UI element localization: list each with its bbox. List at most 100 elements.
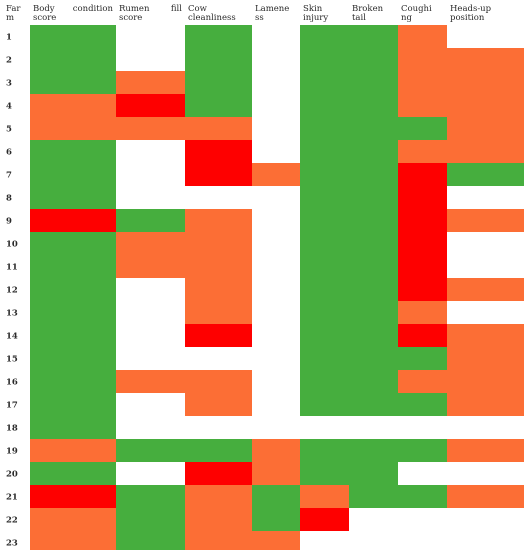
heatmap-cell-farm-5-segment-4 <box>300 117 398 140</box>
heatmap-cell-farm-17-segment-4 <box>398 393 447 416</box>
heatmap-cell-farm-8-segment-1 <box>30 186 116 209</box>
heatmap-cell-farm-6-segment-1 <box>30 140 116 163</box>
row-label-farm-23: 23 <box>6 539 18 549</box>
heatmap-cell-farm-5-segment-3 <box>185 117 252 140</box>
heatmap-cell-farm-4-segment-5 <box>398 94 524 117</box>
heatmap-cell-farm-4-segment-1 <box>30 94 116 117</box>
heatmap-cell-farm-1-segment-2 <box>185 25 252 48</box>
heatmap-cell-farm-8-segment-2 <box>300 186 398 209</box>
heatmap-cell-farm-21-segment-5 <box>300 485 349 508</box>
heatmap-cell-farm-14-segment-5 <box>447 324 524 347</box>
row-label-farm-13: 13 <box>6 309 18 319</box>
heatmap-cell-farm-21-segment-7 <box>447 485 524 508</box>
heatmap-cell-farm-6-segment-3 <box>300 140 398 163</box>
heatmap-cell-farm-1-segment-1 <box>30 25 116 48</box>
heatmap-cell-farm-5-segment-1 <box>30 117 116 140</box>
heatmap-cell-farm-23-segment-2 <box>116 531 185 550</box>
heatmap-cell-farm-9-segment-1 <box>30 209 116 232</box>
heatmap-cell-farm-15-segment-4 <box>447 347 524 370</box>
heatmap-cell-farm-20-segment-2 <box>185 462 252 485</box>
heatmap-cell-farm-14-segment-3 <box>300 324 398 347</box>
heatmap-cell-farm-16-segment-1 <box>30 370 116 393</box>
heatmap-cell-farm-7-segment-2 <box>185 163 252 186</box>
heatmap-cell-farm-2-segment-2 <box>185 48 252 71</box>
row-label-farm-5: 5 <box>6 125 12 135</box>
heatmap-cell-farm-22-segment-2 <box>116 508 185 531</box>
row-label-farm-20: 20 <box>6 470 18 480</box>
heatmap-cell-farm-11-segment-2 <box>116 255 185 278</box>
heatmap-cell-farm-5-segment-6 <box>447 117 524 140</box>
heatmap-cell-farm-4-segment-2 <box>116 94 185 117</box>
heatmap-cell-farm-2-segment-3 <box>300 48 398 71</box>
row-label-farm-6: 6 <box>6 148 12 158</box>
heatmap-cell-farm-13-segment-4 <box>398 301 447 324</box>
row-label-farm-15: 15 <box>6 355 18 365</box>
column-header-word: score <box>33 13 56 23</box>
row-label-farm-14: 14 <box>6 332 18 342</box>
heatmap-cell-farm-19-segment-1 <box>30 439 116 462</box>
heatmap-cell-farm-10-segment-4 <box>300 232 398 255</box>
heatmap-cell-farm-16-segment-5 <box>398 370 524 393</box>
heatmap-cell-farm-7-segment-6 <box>447 163 524 186</box>
heatmap-cell-farm-23-segment-3 <box>185 531 300 550</box>
column-header-word: score <box>119 13 142 23</box>
heatmap-cell-farm-9-segment-3 <box>185 209 252 232</box>
heatmap-cell-farm-7-segment-4 <box>300 163 398 186</box>
column-header-word: Lamene <box>255 4 289 14</box>
heatmap-cell-farm-20-segment-3 <box>252 462 300 485</box>
row-label-farm-22: 22 <box>6 516 18 526</box>
heatmap-cell-farm-10-segment-5 <box>398 232 447 255</box>
heatmap-cell-farm-19-segment-3 <box>185 439 252 462</box>
column-header-rumen-fill-score: Rumen fill score <box>119 4 182 23</box>
heatmap-cell-farm-11-segment-5 <box>398 255 447 278</box>
heatmap-cell-farm-19-segment-2 <box>116 439 185 462</box>
column-header-word: ng <box>401 13 412 23</box>
row-label-farm-3: 3 <box>6 79 12 89</box>
heatmap-cell-farm-14-segment-1 <box>30 324 116 347</box>
heatmap-cell-farm-4-segment-3 <box>185 94 252 117</box>
row-label-farm-16: 16 <box>6 378 18 388</box>
heatmap-cell-farm-5-segment-5 <box>398 117 447 140</box>
heatmap-cell-farm-9-segment-6 <box>447 209 524 232</box>
heatmap-cell-farm-3-segment-4 <box>300 71 398 94</box>
heatmap-cell-farm-17-segment-5 <box>447 393 524 416</box>
row-label-farm-19: 19 <box>6 447 18 457</box>
heatmap-cell-farm-7-segment-3 <box>252 163 300 186</box>
heatmap-cell-farm-11-segment-4 <box>300 255 398 278</box>
heatmap-cell-farm-5-segment-2 <box>116 117 185 140</box>
row-label-farm-12: 12 <box>6 286 18 296</box>
heatmap-cell-farm-13-segment-3 <box>300 301 398 324</box>
heatmap-cells <box>30 25 524 550</box>
heatmap-cell-farm-22-segment-5 <box>300 508 349 531</box>
column-header-word: Far <box>6 4 21 14</box>
heatmap-cell-farm-16-segment-4 <box>300 370 398 393</box>
heatmap-cell-farm-14-segment-4 <box>398 324 447 347</box>
heatmap-cell-farm-14-segment-2 <box>185 324 252 347</box>
heatmap-cell-farm-2-segment-1 <box>30 48 116 71</box>
heatmap-cell-farm-19-segment-7 <box>447 439 524 462</box>
heatmap-cell-farm-19-segment-6 <box>398 439 447 462</box>
heatmap-cell-farm-13-segment-2 <box>185 301 252 324</box>
column-header-word: position <box>450 13 485 23</box>
heatmap-cell-farm-12-segment-4 <box>398 278 447 301</box>
heatmap-cell-farm-16-segment-3 <box>185 370 252 393</box>
heatmap-cell-farm-19-segment-4 <box>252 439 300 462</box>
heatmap-cell-farm-8-segment-3 <box>398 186 447 209</box>
heatmap-cell-farm-17-segment-3 <box>300 393 398 416</box>
heatmap-cell-farm-21-segment-2 <box>116 485 185 508</box>
column-header-body-condition-score: Body condition score <box>33 4 114 23</box>
heatmap-cell-farm-15-segment-2 <box>300 347 398 370</box>
column-header-word: cleanliness <box>188 13 236 23</box>
heatmap-cell-farm-7-segment-5 <box>398 163 447 186</box>
column-header-word: Broken <box>352 4 384 14</box>
column-header-word: Heads-up <box>450 4 492 14</box>
heatmap-cell-farm-21-segment-1 <box>30 485 116 508</box>
heatmap-cell-farm-12-segment-1 <box>30 278 116 301</box>
